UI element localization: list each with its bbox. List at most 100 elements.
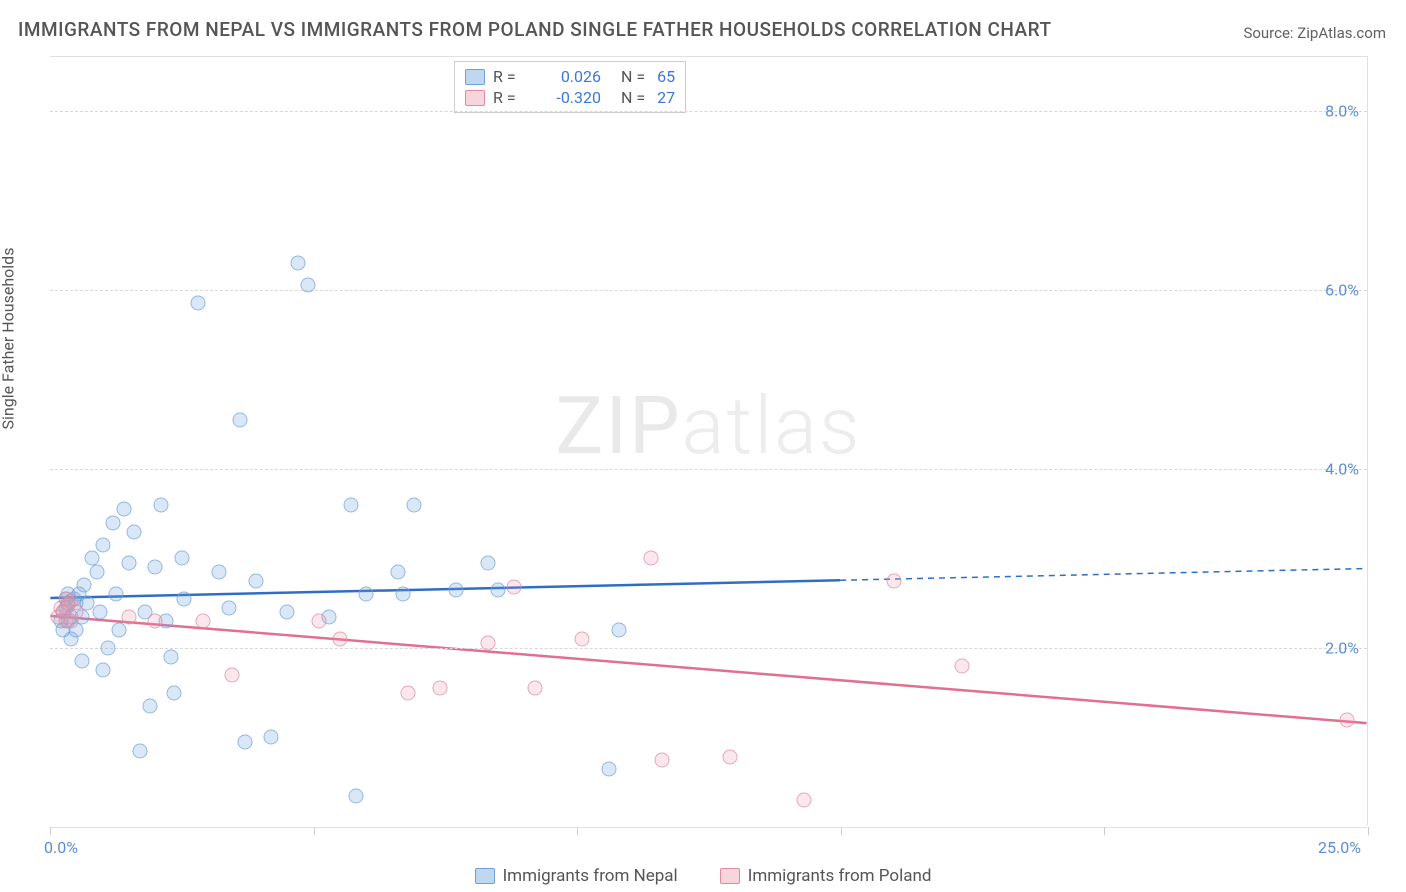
- x-tick: [50, 827, 51, 835]
- scatter-point: [222, 600, 237, 615]
- scatter-point: [127, 524, 142, 539]
- scatter-point: [1339, 712, 1354, 727]
- scatter-point: [396, 587, 411, 602]
- y-tick-label: 8.0%: [1325, 101, 1359, 120]
- scatter-point: [448, 582, 463, 597]
- scatter-point: [796, 793, 811, 808]
- trendline-solid: [50, 580, 840, 598]
- scatter-point: [528, 681, 543, 696]
- scatter-point: [280, 605, 295, 620]
- scatter-point: [164, 649, 179, 664]
- scatter-point: [111, 623, 126, 638]
- r-value: 0.026: [535, 67, 601, 86]
- legend-swatch: [465, 69, 485, 85]
- scatter-point: [95, 663, 110, 678]
- x-tick-label: 0.0%: [44, 838, 78, 857]
- scatter-point: [348, 788, 363, 803]
- x-tick: [577, 827, 578, 835]
- scatter-point: [491, 582, 506, 597]
- scatter-point: [654, 752, 669, 767]
- chart-title: IMMIGRANTS FROM NEPAL VS IMMIGRANTS FROM…: [18, 18, 1052, 41]
- scatter-point: [77, 578, 92, 593]
- plot-area: ZIPatlas R =0.026N =65R =-0.320N =27 2.0…: [50, 56, 1368, 826]
- scatter-point: [480, 636, 495, 651]
- scatter-point: [480, 555, 495, 570]
- source-prefix: Source:: [1243, 24, 1297, 42]
- scatter-point: [433, 681, 448, 696]
- scatter-point: [506, 580, 521, 595]
- trendline-dashed: [840, 568, 1367, 580]
- scatter-point: [177, 591, 192, 606]
- scatter-point: [406, 497, 421, 512]
- scatter-point: [74, 654, 89, 669]
- scatter-point: [301, 278, 316, 293]
- y-tick-label: 6.0%: [1325, 280, 1359, 299]
- scatter-point: [343, 497, 358, 512]
- trend-lines-svg: [50, 57, 1367, 826]
- x-tick: [841, 827, 842, 835]
- r-value: -0.320: [535, 88, 601, 107]
- scatter-point: [190, 296, 205, 311]
- scatter-point: [612, 623, 627, 638]
- series-legend-item: Immigrants from Poland: [720, 866, 932, 886]
- legend-swatch: [720, 868, 740, 884]
- scatter-point: [238, 734, 253, 749]
- scatter-point: [248, 573, 263, 588]
- watermark: ZIPatlas: [555, 379, 861, 473]
- x-axis-baseline: [50, 827, 1367, 828]
- x-tick: [1368, 827, 1369, 835]
- scatter-point: [211, 564, 226, 579]
- scatter-point: [224, 667, 239, 682]
- gridline-h: [50, 648, 1367, 649]
- scatter-point: [886, 573, 901, 588]
- scatter-point: [143, 699, 158, 714]
- r-label: R =: [493, 67, 527, 86]
- series-legend-label: Immigrants from Nepal: [503, 866, 678, 886]
- scatter-point: [148, 560, 163, 575]
- scatter-point: [575, 631, 590, 646]
- x-tick-label: 25.0%: [1318, 838, 1361, 857]
- scatter-point: [332, 631, 347, 646]
- stats-legend: R =0.026N =65R =-0.320N =27: [454, 61, 686, 113]
- scatter-point: [90, 564, 105, 579]
- scatter-point: [132, 743, 147, 758]
- stats-legend-row: R =0.026N =65: [465, 66, 675, 87]
- legend-swatch: [465, 90, 485, 106]
- scatter-point: [359, 587, 374, 602]
- scatter-point: [401, 685, 416, 700]
- scatter-point: [153, 497, 168, 512]
- scatter-point: [290, 255, 305, 270]
- x-tick: [314, 827, 315, 835]
- scatter-point: [644, 551, 659, 566]
- scatter-point: [311, 614, 326, 629]
- series-legend-item: Immigrants from Nepal: [475, 866, 678, 886]
- n-value: 65: [657, 67, 675, 86]
- scatter-point: [955, 658, 970, 673]
- scatter-point: [601, 761, 616, 776]
- gridline-h: [50, 469, 1367, 470]
- watermark-thin: atlas: [682, 379, 862, 473]
- scatter-point: [93, 605, 108, 620]
- scatter-point: [723, 750, 738, 765]
- series-legend: Immigrants from Nepal Immigrants from Pol…: [0, 866, 1406, 886]
- scatter-point: [390, 564, 405, 579]
- r-label: R =: [493, 88, 527, 107]
- scatter-point: [264, 730, 279, 745]
- scatter-point: [95, 537, 110, 552]
- series-legend-label: Immigrants from Poland: [748, 866, 932, 886]
- scatter-point: [148, 614, 163, 629]
- scatter-point: [122, 555, 137, 570]
- legend-swatch: [475, 868, 495, 884]
- y-tick-label: 2.0%: [1325, 638, 1359, 657]
- scatter-point: [232, 412, 247, 427]
- scatter-point: [69, 605, 84, 620]
- scatter-point: [108, 587, 123, 602]
- y-tick-label: 4.0%: [1325, 459, 1359, 478]
- trendline-solid: [50, 616, 1366, 723]
- stats-legend-row: R =-0.320N =27: [465, 87, 675, 108]
- x-tick: [1104, 827, 1105, 835]
- scatter-point: [116, 502, 131, 517]
- source-attribution: Source: ZipAtlas.com: [1243, 24, 1386, 42]
- scatter-point: [122, 609, 137, 624]
- watermark-bold: ZIP: [555, 379, 681, 473]
